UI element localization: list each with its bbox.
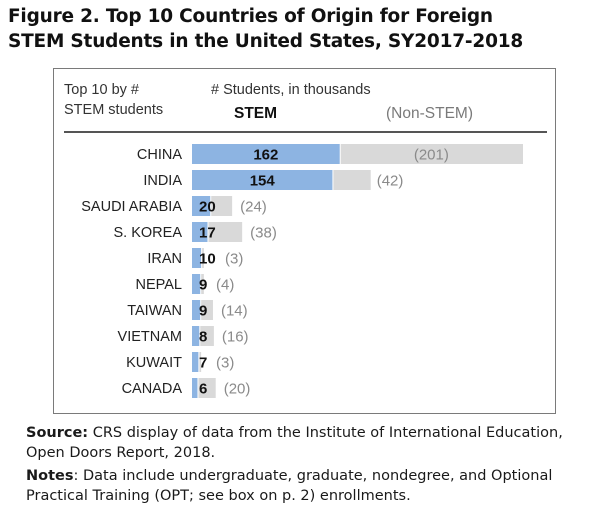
chart-box: Top 10 by # STEM students # Students, in… xyxy=(53,68,556,414)
figure-title: Figure 2. Top 10 Countries of Origin for… xyxy=(8,4,598,54)
units-header: # Students, in thousands xyxy=(211,82,371,98)
stem-bar xyxy=(192,170,333,190)
category-header: Top 10 by # STEM students xyxy=(64,80,194,120)
notes-text: : Data include undergraduate, graduate, … xyxy=(26,468,553,504)
notes-label: Notes xyxy=(26,468,74,484)
category-label: TAIWAN xyxy=(127,303,182,319)
category-label: CANADA xyxy=(122,381,183,397)
nonstem-bar xyxy=(333,170,371,190)
nonstem-bar xyxy=(201,300,213,320)
nonstem-bar xyxy=(340,144,523,164)
stem-bar xyxy=(192,222,208,242)
nonstem-bar xyxy=(211,196,233,216)
category-label: INDIA xyxy=(143,173,182,189)
stem-value-label: 10 xyxy=(199,251,216,268)
stem-value-label: 162 xyxy=(253,147,278,164)
nonstem-value-label: (38) xyxy=(250,225,277,242)
source-text: CRS display of data from the Institute o… xyxy=(26,425,563,461)
stem-value-label: 7 xyxy=(199,355,207,372)
figure-title-line-2: STEM Students in the United States, SY20… xyxy=(8,31,524,52)
category-label: VIETNAM xyxy=(118,329,182,345)
notes-note: Notes: Data include undergraduate, gradu… xyxy=(26,466,596,506)
stem-value-label: 6 xyxy=(199,381,207,398)
category-label: NEPAL xyxy=(136,277,182,293)
nonstem-bar xyxy=(201,274,204,294)
stem-bar xyxy=(192,352,199,372)
nonstem-value-label: (3) xyxy=(216,355,234,372)
nonstem-bar xyxy=(200,326,214,346)
source-label: Source: xyxy=(26,425,89,441)
stem-bar xyxy=(192,326,200,346)
stem-value-label: 17 xyxy=(199,225,216,242)
category-header-line-2: STEM students xyxy=(64,102,164,118)
figure-notes: Source: CRS display of data from the Ins… xyxy=(26,423,596,509)
nonstem-bar xyxy=(198,378,216,398)
category-label: SAUDI ARABIA xyxy=(81,199,182,215)
stem-value-label: 9 xyxy=(199,303,207,320)
nonstem-value-label: (20) xyxy=(224,381,251,398)
stem-value-label: 8 xyxy=(199,329,207,346)
category-label: S. KOREA xyxy=(114,225,183,241)
header-divider xyxy=(64,131,547,133)
nonstem-bar xyxy=(202,248,204,268)
figure-title-line-1: Figure 2. Top 10 Countries of Origin for… xyxy=(8,6,493,27)
nonstem-value-label: (4) xyxy=(216,277,234,294)
stem-bar xyxy=(192,300,201,320)
nonstem-value-label: (16) xyxy=(222,329,249,346)
nonstem-value-label: (42) xyxy=(377,173,404,190)
nonstem-value-label: (201) xyxy=(414,147,449,164)
category-label: IRAN xyxy=(147,251,182,267)
stem-value-label: 9 xyxy=(199,277,207,294)
nonstem-value-label: (14) xyxy=(221,303,248,320)
category-header-line-1: Top 10 by # xyxy=(64,82,139,98)
stem-bar xyxy=(192,274,201,294)
stem-bar xyxy=(192,378,198,398)
stem-bar xyxy=(192,196,211,216)
stem-bar xyxy=(192,248,202,268)
stem-value-label: 20 xyxy=(199,199,216,216)
category-label: CHINA xyxy=(137,147,182,163)
nonstem-bar xyxy=(199,352,202,372)
nonstem-value-label: (24) xyxy=(240,199,267,216)
nonstem-legend-label: (Non-STEM) xyxy=(386,105,473,122)
source-note: Source: CRS display of data from the Ins… xyxy=(26,423,596,463)
nonstem-value-label: (3) xyxy=(225,251,243,268)
category-label: KUWAIT xyxy=(126,355,182,371)
stem-value-label: 154 xyxy=(250,173,276,190)
nonstem-bar xyxy=(208,222,243,242)
stem-legend-label: STEM xyxy=(234,105,278,122)
stem-bar xyxy=(192,144,340,164)
